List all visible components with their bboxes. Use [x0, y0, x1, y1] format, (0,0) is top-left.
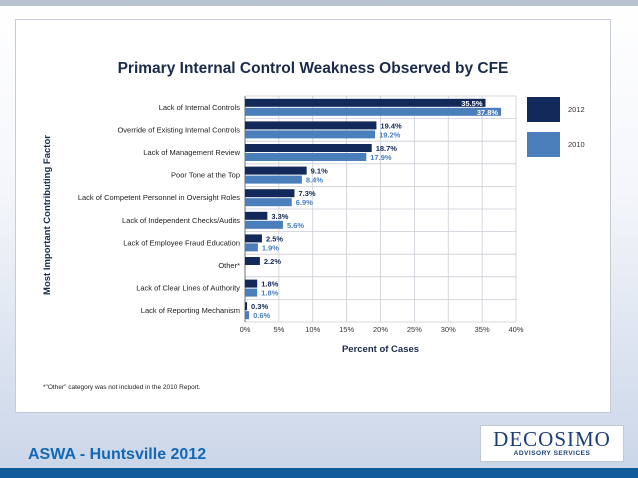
x-tick-label: 25% [407, 325, 422, 334]
bar-2012 [245, 211, 268, 220]
bar-2010 [245, 220, 283, 229]
data-label-2010: 17.9% [370, 153, 392, 162]
bar-2012 [245, 121, 377, 130]
x-tick-label: 35% [475, 325, 490, 334]
x-tick-label: 30% [441, 325, 456, 334]
bar-2012 [245, 166, 307, 175]
category-label: Override of Existing Internal Controls [117, 125, 240, 134]
bar-2012 [245, 189, 295, 198]
bottom-band [0, 468, 638, 478]
data-label-2010: 1.8% [261, 289, 278, 298]
data-label-2010: 37.8% [477, 108, 499, 117]
data-label-2010: 0.6% [253, 311, 270, 320]
data-label-2010: 5.6% [287, 221, 304, 230]
category-label: Lack of Clear Lines of Authority [136, 284, 240, 293]
data-label-2012: 2.2% [264, 257, 281, 266]
bar-2012 [245, 279, 258, 288]
legend-swatch-2010 [527, 132, 560, 157]
bar-2010 [245, 243, 258, 252]
footer-title: ASWA - Huntsville 2012 [28, 446, 207, 463]
logo-name: DECOSIMO [493, 427, 611, 451]
x-axis-title: Percent of Cases [342, 344, 419, 355]
chart-panel: Primary Internal Control Weakness Observ… [15, 19, 611, 413]
data-label-2012: 18.7% [376, 144, 398, 153]
legend-label-2012: 2012 [568, 105, 585, 114]
bar-2012 [245, 302, 248, 311]
top-band [0, 0, 638, 6]
y-axis-title: Most Important Contributing Factor [42, 135, 53, 295]
chart-title: Primary Internal Control Weakness Observ… [117, 60, 509, 77]
bar-2012 [245, 234, 262, 243]
x-tick-label: 20% [373, 325, 388, 334]
bar-2010 [245, 107, 502, 116]
data-label-2012: 3.3% [271, 212, 288, 221]
bar-2010 [245, 311, 250, 320]
data-label-2010: 1.9% [262, 243, 279, 252]
data-label-2012: 7.3% [298, 189, 315, 198]
data-label-2012: 2.5% [266, 234, 283, 243]
data-label-2012: 0.3% [251, 302, 268, 311]
x-tick-label: 0% [240, 325, 251, 334]
category-label: Lack of Employee Fraud Education [123, 238, 240, 247]
x-tick-label: 5% [273, 325, 284, 334]
legend-swatch-2012 [527, 97, 560, 122]
bar-2012 [245, 98, 486, 107]
data-label-2012: 9.1% [311, 167, 328, 176]
data-label-2012: 19.4% [380, 121, 402, 130]
footnote: *"Other" category was not included in th… [43, 384, 201, 391]
category-label: Lack of Internal Controls [159, 103, 241, 112]
x-tick-label: 40% [508, 325, 523, 334]
data-label-2012: 35.5% [461, 99, 483, 108]
bar-2010 [245, 175, 302, 184]
x-tick-label: 15% [339, 325, 354, 334]
category-label: Lack of Competent Personnel in Oversight… [78, 193, 240, 202]
category-label: Lack of Management Review [143, 148, 240, 157]
bar-2012 [245, 144, 372, 152]
x-tick-label: 10% [305, 325, 320, 334]
decosimo-logo: DECOSIMO ADVISORY SERVICES [480, 425, 624, 462]
logo-tagline: ADVISORY SERVICES [513, 450, 591, 457]
data-label-2012: 1.8% [261, 280, 278, 289]
bar-2010 [245, 153, 367, 161]
category-label: Poor Tone at the Top [171, 171, 240, 180]
category-label: Lack of Independent Checks/Audits [122, 216, 240, 225]
category-label: Lack of Reporting Mechanism [141, 306, 240, 315]
data-label-2010: 8.4% [306, 176, 323, 185]
bar-2010 [245, 288, 258, 297]
bar-chart: 0% 5% 10% 15% 20% 25% 30% 35% 40% Lack of Interna… [42, 95, 585, 355]
bar-2010 [245, 130, 376, 139]
bar-2010 [245, 198, 292, 207]
category-label: Other* [218, 261, 240, 270]
legend-label-2010: 2010 [568, 140, 585, 149]
data-label-2010: 19.2% [379, 130, 401, 139]
data-label-2010: 6.9% [296, 198, 313, 207]
bar-2012 [245, 257, 260, 265]
